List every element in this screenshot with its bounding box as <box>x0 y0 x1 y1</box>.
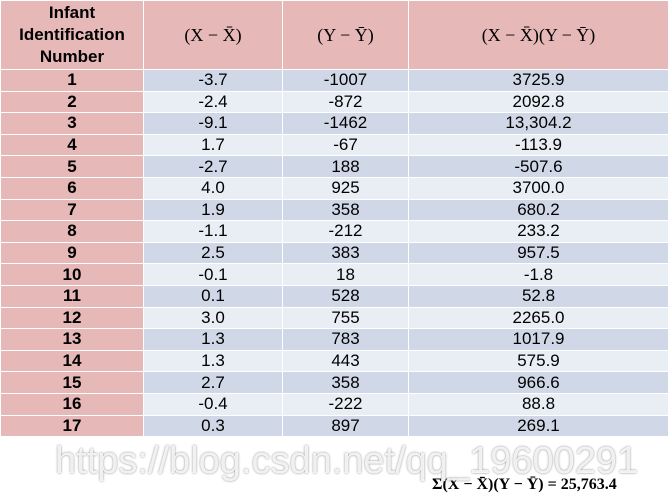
table-cell: -9.1 <box>143 112 283 135</box>
header-cell: (X − X̄)(Y − Ȳ) <box>408 0 669 70</box>
table-cell: 13,304.2 <box>408 112 669 135</box>
table-cell: -1007 <box>282 69 409 92</box>
table-cell: 2 <box>0 90 144 114</box>
table-row: 11 0.1 528 52.8 <box>0 284 669 308</box>
table-cell: -212 <box>282 220 409 243</box>
table-cell: -1462 <box>282 112 409 135</box>
table-cell: 3700.0 <box>408 176 669 200</box>
table-cell: 4 <box>0 133 144 157</box>
table-cell: 2.7 <box>143 371 283 394</box>
table-cell: 8 <box>0 220 144 243</box>
header-cell: (X − X̄) <box>143 0 283 70</box>
sum-label: Σ(X − X̄)(Y − Ȳ) = 25,763.4 <box>432 476 617 493</box>
table-cell: 15 <box>0 371 144 394</box>
table-row: 5 -2.7 188 -507.6 <box>0 155 669 178</box>
table-cell: -0.1 <box>143 263 283 286</box>
table-cell: 680.2 <box>408 198 669 222</box>
table-cell: 1.9 <box>143 198 283 222</box>
table-cell: 3 <box>0 112 144 135</box>
table-cell: 52.8 <box>408 284 669 308</box>
table-cell: 269.1 <box>408 414 669 438</box>
table-cell: -1.1 <box>143 220 283 243</box>
table-row: 15 2.7 358 966.6 <box>0 371 669 394</box>
table-row: 14 1.3 443 575.9 <box>0 349 669 373</box>
table-cell: 3725.9 <box>408 69 669 92</box>
table-row: 7 1.9 358 680.2 <box>0 198 669 222</box>
table-cell: 17 <box>0 414 144 438</box>
table-cell: 358 <box>282 198 409 222</box>
table-cell: 88.8 <box>408 392 669 416</box>
watermark: https://blog.csdn.net/qq_19600291 <box>55 440 639 482</box>
table-cell: 12 <box>0 306 144 330</box>
table-cell: 897 <box>282 414 409 438</box>
table-cell: 1.3 <box>143 328 283 351</box>
table-cell: -67 <box>282 133 409 157</box>
table-cell: -1.8 <box>408 263 669 286</box>
table-cell: -222 <box>282 392 409 416</box>
table-cell: 3.0 <box>143 306 283 330</box>
table-cell: 1.7 <box>143 133 283 157</box>
table-cell: -507.6 <box>408 155 669 178</box>
table-row: 13 1.3 783 1017.9 <box>0 328 669 351</box>
table-cell: 188 <box>282 155 409 178</box>
table-row: 1 -3.7 -1007 3725.9 <box>0 69 669 92</box>
table-cell: -0.4 <box>143 392 283 416</box>
table-cell: -2.7 <box>143 155 283 178</box>
table-cell: 0.3 <box>143 414 283 438</box>
table-cell: 9 <box>0 241 144 265</box>
table-cell: 383 <box>282 241 409 265</box>
header-row: Infant Identification Number (X − X̄) (Y… <box>0 0 669 70</box>
table-row: 9 2.5 383 957.5 <box>0 241 669 265</box>
table-cell: 755 <box>282 306 409 330</box>
table-cell: 1.3 <box>143 349 283 373</box>
table-cell: 2.5 <box>143 241 283 265</box>
table-cell: 0.1 <box>143 284 283 308</box>
table-cell: 10 <box>0 263 144 286</box>
table-cell: 528 <box>282 284 409 308</box>
table-cell: 1017.9 <box>408 328 669 351</box>
header-cell: (Y − Ȳ) <box>282 0 409 70</box>
table-row: 3 -9.1 -1462 13,304.2 <box>0 112 669 135</box>
table-row: 2 -2.4 -872 2092.8 <box>0 90 669 114</box>
table-cell: 966.6 <box>408 371 669 394</box>
table-cell: 18 <box>282 263 409 286</box>
table-row: 16 -0.4 -222 88.8 <box>0 392 669 416</box>
table-cell: 575.9 <box>408 349 669 373</box>
table-cell: 957.5 <box>408 241 669 265</box>
table-cell: 6 <box>0 176 144 200</box>
table-cell: 925 <box>282 176 409 200</box>
table-cell: 2092.8 <box>408 90 669 114</box>
table-row: 8 -1.1 -212 233.2 <box>0 220 669 243</box>
table-cell: 2265.0 <box>408 306 669 330</box>
table-row: 6 4.0 925 3700.0 <box>0 176 669 200</box>
table-cell: 5 <box>0 155 144 178</box>
table-body: 1 -3.7 -1007 3725.9 2 -2.4 -872 2092.8 3 -9.1 -146… <box>0 69 669 438</box>
table-cell: 783 <box>282 328 409 351</box>
table-cell: 4.0 <box>143 176 283 200</box>
header-cell: Infant Identification Number <box>0 0 144 70</box>
table-cell: -872 <box>282 90 409 114</box>
table-cell: 14 <box>0 349 144 373</box>
table-cell: 233.2 <box>408 220 669 243</box>
table-cell: -113.9 <box>408 133 669 157</box>
table-cell: 7 <box>0 198 144 222</box>
table-cell: 16 <box>0 392 144 416</box>
table-row: 4 1.7 -67 -113.9 <box>0 133 669 157</box>
table-row: 10 -0.1 18 -1.8 <box>0 263 669 286</box>
table-cell: 13 <box>0 328 144 351</box>
data-table: Infant Identification Number (X − X̄) (Y… <box>0 0 669 438</box>
table-row: 17 0.3 897 269.1 <box>0 414 669 438</box>
table-cell: -3.7 <box>143 69 283 92</box>
table-cell: 11 <box>0 284 144 308</box>
table-cell: -2.4 <box>143 90 283 114</box>
table-cell: 443 <box>282 349 409 373</box>
table-cell: 358 <box>282 371 409 394</box>
table-row: 12 3.0 755 2265.0 <box>0 306 669 330</box>
table-cell: 1 <box>0 69 144 92</box>
